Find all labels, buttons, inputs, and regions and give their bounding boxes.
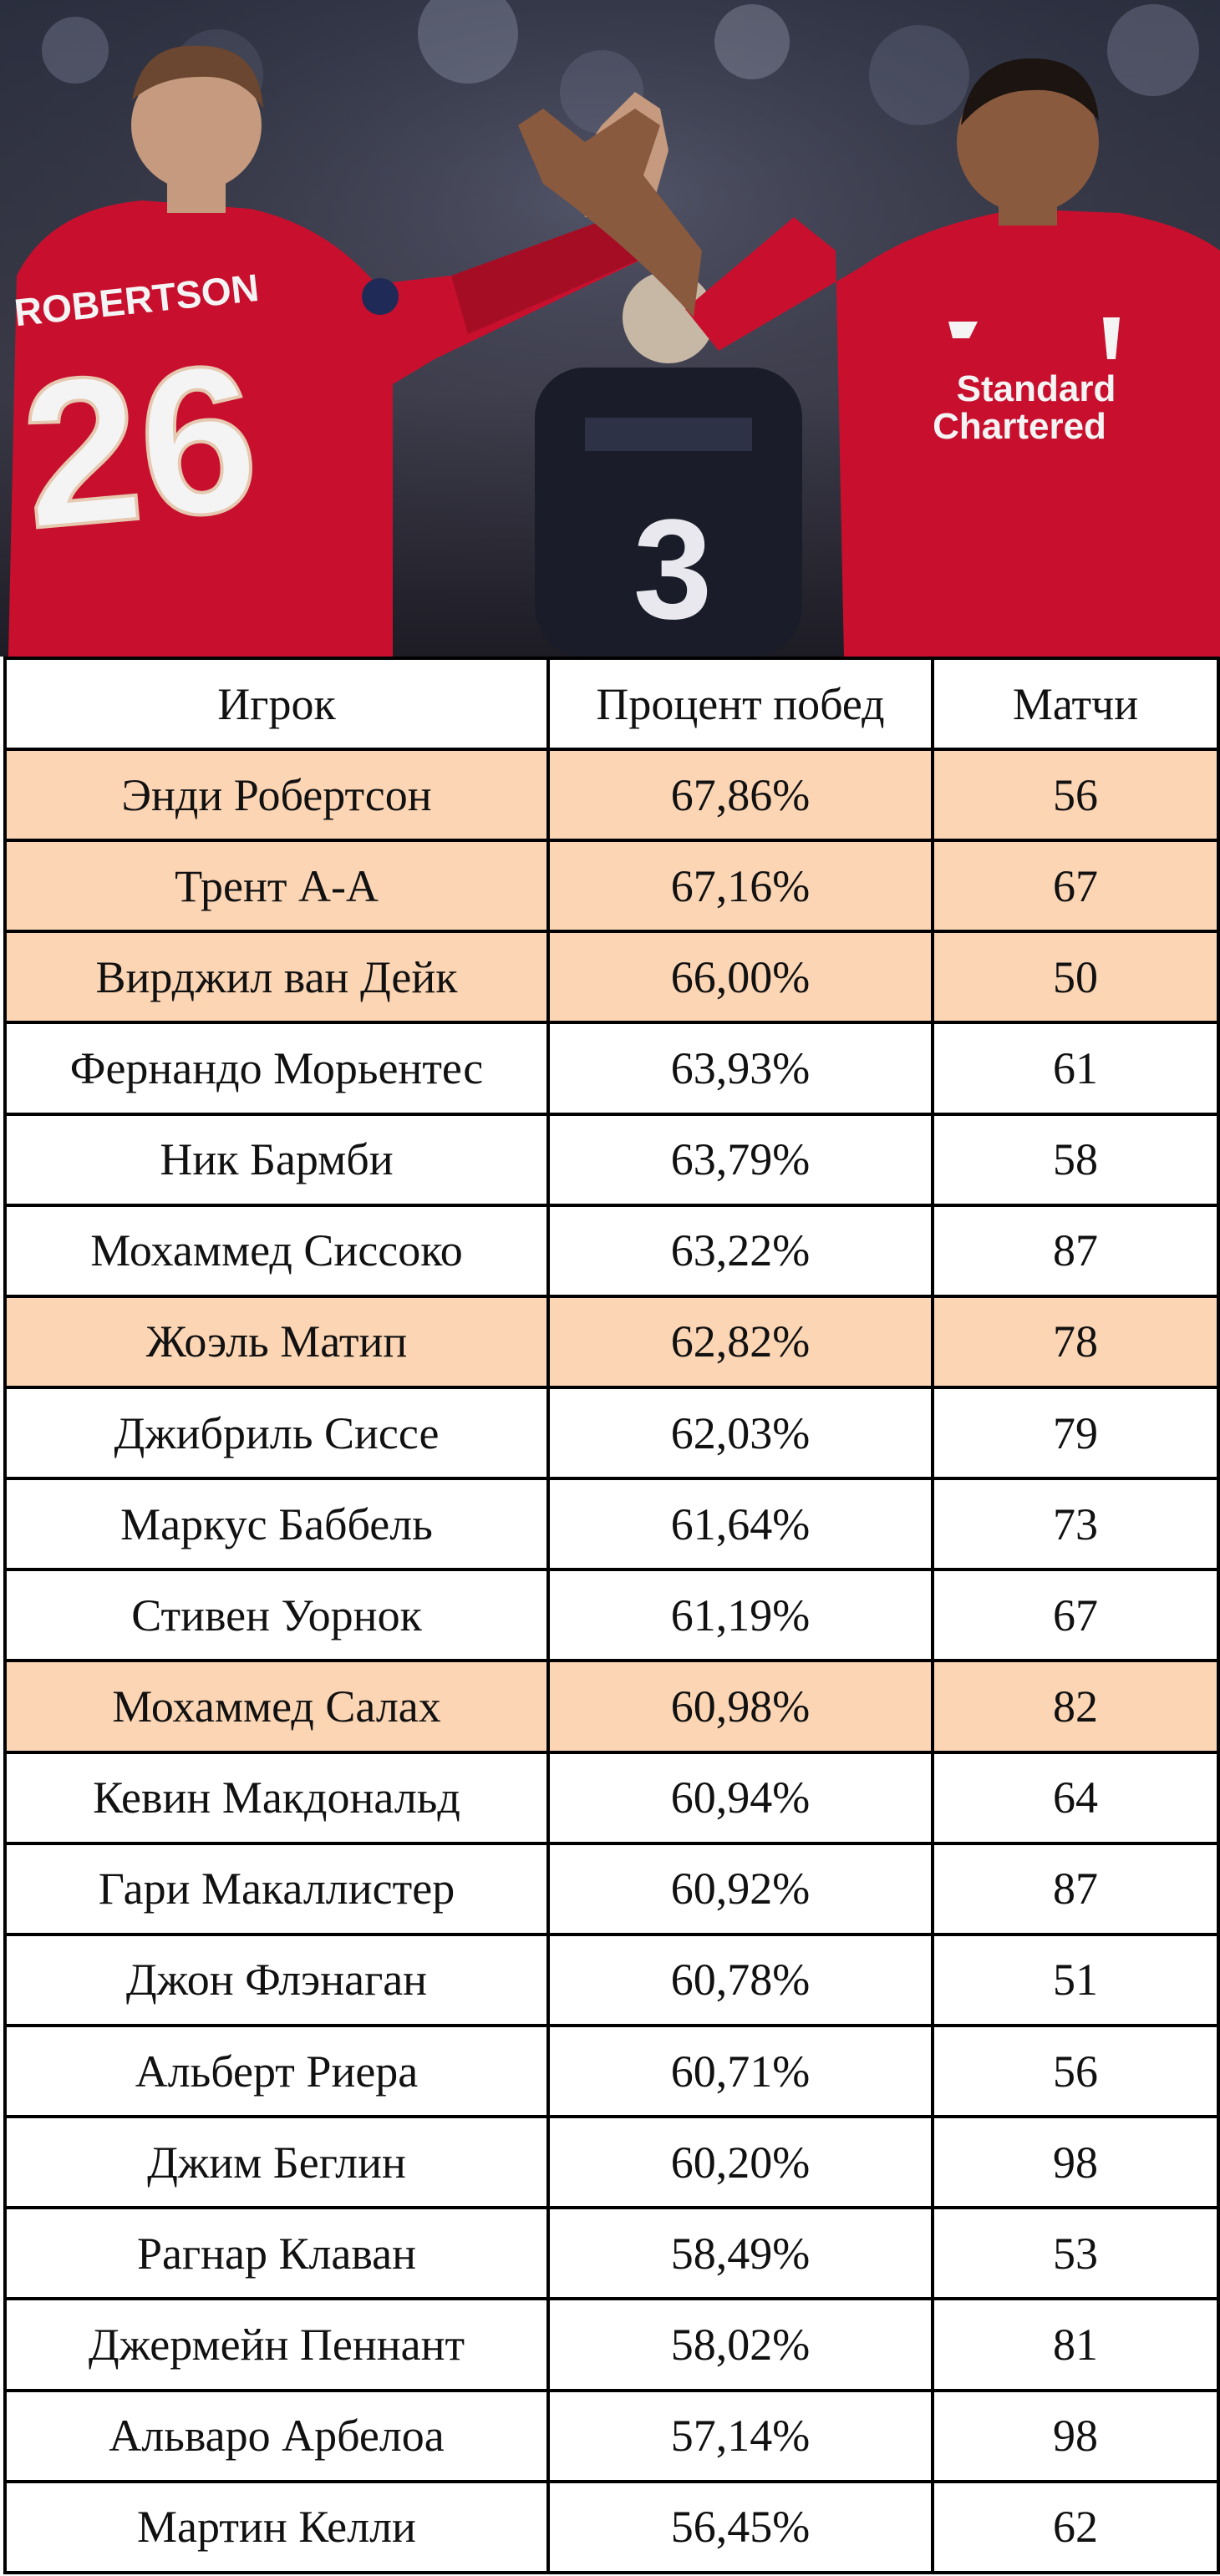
table-header-row: Игрок Процент побед Матчи [3,657,1220,751]
matches-cell: 67 [931,839,1220,934]
table-row: Джон Флэнаган 60,78% 51 [3,1932,1220,2027]
header-player: Игрок [3,657,550,751]
header-photo: 3 ROBERTSON 26 Standard Chartered [0,0,1220,657]
table-row: Ник Бармби 63,79% 58 [3,1112,1220,1207]
win-percentage-cell: 60,92% [546,1841,934,1936]
player-cell: Джибриль Сиссе [3,1385,550,1481]
win-percentage-cell: 63,79% [546,1112,934,1207]
player-cell: Гари Макаллистер [3,1841,550,1936]
matches-cell: 67 [931,1568,1220,1663]
win-percentage-cell: 60,71% [546,2023,934,2119]
win-percentage-cell: 63,22% [546,1203,934,1298]
player-cell: Мохаммед Салах [3,1659,550,1754]
matches-cell: 87 [931,1841,1220,1936]
sponsor-line-2: Chartered [933,406,1106,447]
matches-cell: 82 [931,1659,1220,1754]
player-cell: Джон Флэнаган [3,1932,550,2027]
win-percentage-cell: 58,49% [546,2206,934,2301]
matches-cell: 53 [931,2206,1220,2301]
win-percentage-cell: 67,16% [546,839,934,934]
player-cell: Ник Бармби [3,1112,550,1207]
player-cell: Трент А-А [3,839,550,934]
player-cell: Джим Беглин [3,2115,550,2210]
win-percentage-cell: 60,78% [546,1932,934,2027]
player-cell: Вирджил ван Дейк [3,930,550,1025]
player-cell: Альваро Арбелоа [3,2388,550,2483]
table-row: Джим Беглин 60,20% 98 [3,2115,1220,2210]
win-percentage-cell: 57,14% [546,2388,934,2483]
matches-cell: 51 [931,1932,1220,2027]
matches-cell: 98 [931,2388,1220,2483]
win-percentage-cell: 62,82% [546,1294,934,1389]
matches-cell: 81 [931,2297,1220,2392]
win-percentage-cell: 63,93% [546,1021,934,1116]
sponsor-line-1: Standard [957,368,1116,409]
table-row: Маркус Баббель 61,64% 73 [3,1477,1220,1572]
player-cell: Жоэль Матип [3,1294,550,1389]
player-cell: Стивен Уорнок [3,1568,550,1663]
matches-cell: 64 [931,1750,1220,1845]
header-win-percentage: Процент побед [546,657,934,751]
matches-cell: 50 [931,930,1220,1025]
left-jersey-number: 26 [14,320,266,572]
win-percentage-cell: 66,00% [546,930,934,1025]
table-row: Альберт Риера 60,71% 56 [3,2023,1220,2119]
win-percentage-cell: 60,94% [546,1750,934,1845]
player-cell: Альберт Риера [3,2023,550,2119]
table-row: Кевин Макдональд 60,94% 64 [3,1750,1220,1845]
table-row: Джермейн Пеннант 58,02% 81 [3,2297,1220,2392]
table-row: Джибриль Сиссе 62,03% 79 [3,1385,1220,1481]
player-cell: Мартин Келли [3,2479,550,2575]
player-cell: Мохаммед Сиссоко [3,1203,550,1298]
club-crest-icon [1103,317,1120,359]
matches-cell: 56 [931,2023,1220,2119]
header-matches: Матчи [931,657,1220,751]
table-row: Трент А-А 67,16% 67 [3,839,1220,934]
table-row: Вирджил ван Дейк 66,00% 50 [3,930,1220,1025]
table-row: Мохаммед Салах 60,98% 82 [3,1659,1220,1754]
matches-cell: 98 [931,2115,1220,2210]
table-row: Гари Макаллистер 60,92% 87 [3,1841,1220,1936]
table-row: Стивен Уорнок 61,19% 67 [3,1568,1220,1663]
player-cell: Энди Робертсон [3,747,550,843]
table-row: Жоэль Матип 62,82% 78 [3,1294,1220,1389]
table-row: Энди Робертсон 67,86% 56 [3,747,1220,843]
win-percentage-cell: 56,45% [546,2479,934,2575]
table-row: Рагнар Клаван 58,49% 53 [3,2206,1220,2301]
matches-cell: 62 [931,2479,1220,2575]
win-percentage-cell: 58,02% [546,2297,934,2392]
matches-cell: 78 [931,1294,1220,1389]
player-cell: Рагнар Клаван [3,2206,550,2301]
win-percentage-cell: 62,03% [546,1385,934,1481]
win-percentage-cell: 61,64% [546,1477,934,1572]
win-percentage-cell: 60,20% [546,2115,934,2210]
players-high-five-illustration: 3 ROBERTSON 26 Standard Chartered [0,0,1220,657]
table-row: Фернандо Морьентес 63,93% 61 [3,1021,1220,1116]
matches-cell: 87 [931,1203,1220,1298]
table-row: Альваро Арбелоа 57,14% 98 [3,2388,1220,2483]
win-percentage-cell: 67,86% [546,747,934,843]
player-cell: Кевин Макдональд [3,1750,550,1845]
matches-cell: 58 [931,1112,1220,1207]
matches-cell: 73 [931,1477,1220,1572]
player-cell: Фернандо Морьентес [3,1021,550,1116]
table-row: Мохаммед Сиссоко 63,22% 87 [3,1203,1220,1298]
center-jersey-number: 3 [633,490,713,649]
matches-cell: 61 [931,1021,1220,1116]
win-percentage-cell: 61,19% [546,1568,934,1663]
table-row: Мартин Келли 56,45% 62 [3,2479,1220,2575]
win-percentage-table: Игрок Процент побед Матчи Энди Робертсон… [3,657,1220,2575]
right-player-figure: Standard Chartered [518,58,1220,657]
player-cell: Джермейн Пеннант [3,2297,550,2392]
kit-maker-logo-icon [948,322,978,338]
player-cell: Маркус Баббель [3,1477,550,1572]
win-percentage-cell: 60,98% [546,1659,934,1754]
matches-cell: 79 [931,1385,1220,1481]
matches-cell: 56 [931,747,1220,843]
